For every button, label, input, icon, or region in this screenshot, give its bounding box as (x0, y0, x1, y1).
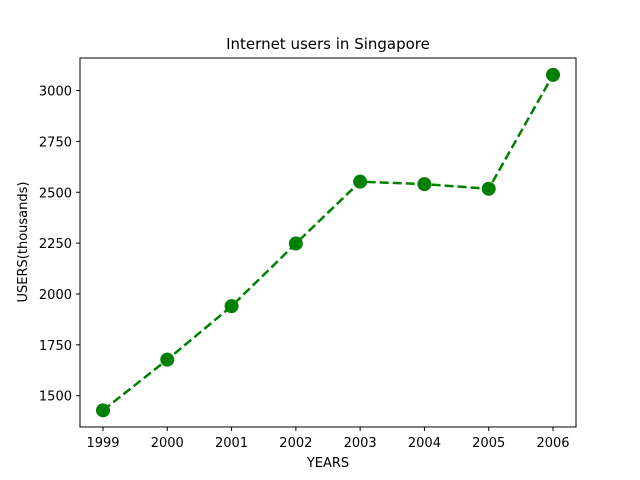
data-point (224, 299, 239, 314)
y-tick-label: 3000 (39, 85, 72, 100)
y-tick-label: 2250 (39, 237, 72, 252)
x-tick-label: 2002 (279, 436, 312, 451)
data-point (353, 174, 368, 189)
y-axis-label: USERS(thousands) (16, 182, 31, 303)
y-axis: 1500 1750 2000 2250 2500 2750 3000 (39, 85, 80, 405)
x-tick-label: 2006 (536, 436, 569, 451)
series-layer (96, 67, 560, 418)
data-point (546, 67, 560, 82)
series-line (102, 74, 555, 412)
data-point (288, 236, 303, 251)
x-tick-label: 2000 (151, 436, 184, 451)
y-tick-label: 1500 (39, 390, 72, 405)
data-point (417, 177, 432, 192)
data-point (481, 181, 496, 196)
plot-area-frame (79, 57, 577, 428)
y-tick-label: 2500 (39, 186, 72, 201)
x-tick-label: 2005 (472, 436, 505, 451)
x-axis-label: YEARS (306, 456, 349, 471)
data-point (96, 403, 110, 418)
y-tick-label: 1750 (39, 339, 72, 354)
x-tick-label: 2001 (215, 436, 248, 451)
x-tick-label: 1999 (86, 436, 119, 451)
chart-title: Internet users in Singapore (226, 35, 430, 53)
data-point (160, 352, 175, 367)
x-axis: 1999 2000 2001 2002 2003 2004 2005 2006 (86, 427, 570, 451)
y-tick-label: 2750 (39, 135, 72, 150)
x-tick-label: 2003 (344, 436, 377, 451)
x-tick-label: 2004 (408, 436, 441, 451)
y-tick-label: 2000 (39, 288, 72, 303)
